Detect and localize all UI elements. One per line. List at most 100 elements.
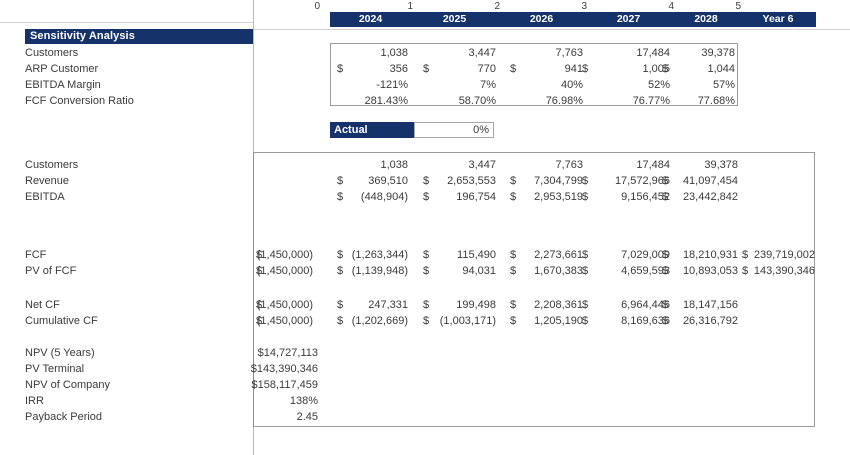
year-header-bar: 2024 2025 2026 2027 2028 Year 6 Onwards [330, 12, 816, 40]
cashflow-currency-symbol-0-3: $ [510, 249, 517, 261]
projection-cell-2-1: (448,904) [360, 191, 408, 203]
model-output-box [253, 152, 815, 427]
sensitivity-cell-2-2: 40% [560, 79, 583, 91]
year-header-2[interactable]: 2025 [442, 13, 467, 25]
netcash-cell-1-3: 1,205,190 [534, 315, 583, 327]
sensitivity-cell-3-0: 281.43% [364, 95, 408, 107]
projection-currency-symbol-2-1: $ [337, 191, 344, 203]
actual-percent-input[interactable]: 0% [414, 122, 494, 138]
projection-cell-0-3: 7,763 [555, 159, 583, 171]
projection-cell-1-5: 41,097,454 [682, 175, 738, 187]
cashflow-currency-symbol-0-1: $ [337, 249, 344, 261]
projection-row-label-2: EBITDA [25, 191, 65, 203]
netcash-currency-symbol-0-0: $ [256, 299, 263, 311]
cashflow-cell-1-6: 143,390,346 [753, 265, 815, 277]
column-index-5: 5 [735, 1, 741, 12]
year-header-6[interactable]: Year 6 Onwards [755, 13, 801, 40]
projection-row-label-0: Customers [25, 159, 79, 171]
sensitivity-cell-0-1: 3,447 [468, 47, 496, 59]
cashflow-currency-symbol-1-4: $ [582, 265, 589, 277]
projection-cell-0-4: 17,484 [636, 159, 670, 171]
netcash-cell-1-4: 8,169,636 [621, 315, 670, 327]
sensitivity-currency-symbol-1-1: $ [423, 63, 430, 75]
actual-label: Actual [330, 122, 414, 138]
year-header-4[interactable]: 2027 [616, 13, 641, 25]
projection-currency-symbol-1-1: $ [337, 175, 344, 187]
cashflow-currency-symbol-1-1: $ [337, 265, 344, 277]
sensitivity-data-box [330, 43, 738, 106]
sensitivity-cell-2-3: 52% [647, 79, 670, 91]
projection-currency-symbol-2-3: $ [510, 191, 517, 203]
sensitivity-analysis-title: Sensitivity Analysis [25, 29, 253, 44]
sensitivity-currency-symbol-1-2: $ [510, 63, 517, 75]
sensitivity-cell-0-0: 1,038 [380, 47, 408, 59]
netcash-currency-symbol-1-1: $ [337, 315, 344, 327]
cashflow-currency-symbol-1-2: $ [423, 265, 430, 277]
summary-row-label-1: PV Terminal [25, 363, 85, 375]
sensitivity-cell-0-4: 39,378 [701, 47, 735, 59]
sensitivity-cell-3-1: 58.70% [458, 95, 496, 107]
sensitivity-cell-1-2: 941 [564, 63, 583, 75]
projection-cell-2-5: 23,442,842 [682, 191, 738, 203]
cashflow-cell-0-2: 115,490 [457, 249, 496, 261]
summary-value-1: $143,390,346 [250, 363, 318, 375]
netcash-cell-0-3: 2,208,361 [534, 299, 583, 311]
top-rule-right [253, 29, 850, 30]
projection-currency-symbol-1-3: $ [510, 175, 517, 187]
cashflow-cell-0-4: 7,029,009 [621, 249, 670, 261]
column-index-2: 2 [494, 1, 500, 12]
cashflow-row-label-0: FCF [25, 249, 47, 261]
projection-row-label-1: Revenue [25, 175, 70, 187]
column-index-0: 0 [314, 1, 320, 12]
projection-cell-2-4: 9,156,452 [621, 191, 670, 203]
netcash-currency-symbol-0-4: $ [582, 299, 589, 311]
summary-value-0: $14,727,113 [257, 347, 318, 359]
projection-currency-symbol-1-2: $ [423, 175, 430, 187]
netcash-cell-0-1: 247,331 [368, 299, 408, 311]
sensitivity-cell-3-3: 76.77% [632, 95, 670, 107]
sensitivity-currency-symbol-1-4: $ [662, 63, 669, 75]
sensitivity-cell-2-0: -121% [376, 79, 408, 91]
projection-cell-1-1: 369,510 [368, 175, 408, 187]
netcash-row-label-0: Net CF [25, 299, 60, 311]
netcash-cell-0-0: (1,450,000) [256, 299, 313, 311]
sensitivity-currency-symbol-1-0: $ [337, 63, 344, 75]
projection-cell-0-5: 39,378 [704, 159, 738, 171]
projection-cell-2-3: 2,953,519 [534, 191, 583, 203]
cashflow-currency-symbol-1-6: $ [742, 265, 749, 277]
summary-row-label-4: Payback Period [25, 411, 103, 423]
cashflow-row-label-1: PV of FCF [25, 265, 77, 277]
projection-currency-symbol-1-4: $ [582, 175, 589, 187]
sensitivity-row-label-3: FCF Conversion Ratio [25, 95, 134, 107]
netcash-cell-1-0: (1,450,000) [256, 315, 313, 327]
projection-currency-symbol-1-5: $ [662, 175, 669, 187]
sensitivity-cell-0-3: 17,484 [636, 47, 670, 59]
summary-value-2: $158,117,459 [251, 379, 318, 391]
netcash-currency-symbol-1-0: $ [256, 315, 263, 327]
cashflow-cell-1-3: 1,670,383 [534, 265, 583, 277]
cashflow-cell-1-2: 94,031 [462, 265, 496, 277]
cashflow-cell-1-1: (1,139,948) [351, 265, 408, 277]
cashflow-currency-symbol-1-0: $ [256, 265, 263, 277]
sensitivity-cell-1-4: 1,044 [707, 63, 735, 75]
year-header-1[interactable]: 2024 [358, 13, 383, 25]
cashflow-currency-symbol-1-5: $ [662, 265, 669, 277]
cashflow-cell-1-0: (1,450,000) [256, 265, 313, 277]
cashflow-cell-0-1: (1,263,344) [351, 249, 408, 261]
year-header-5[interactable]: 2028 [694, 13, 718, 25]
cashflow-currency-symbol-0-4: $ [582, 249, 589, 261]
column-index-4: 4 [668, 1, 674, 12]
projection-currency-symbol-2-5: $ [662, 191, 669, 203]
netcash-cell-0-2: 199,498 [456, 299, 496, 311]
summary-value-4: 2.45 [296, 411, 318, 423]
sensitivity-cell-1-3: 1,005 [642, 63, 670, 75]
year-header-3[interactable]: 2026 [529, 13, 554, 25]
netcash-currency-symbol-1-3: $ [510, 315, 517, 327]
projection-currency-symbol-2-4: $ [582, 191, 589, 203]
netcash-cell-1-1: (1,202,669) [351, 315, 408, 327]
sensitivity-cell-0-2: 7,763 [555, 47, 583, 59]
sensitivity-cell-2-4: 57% [712, 79, 735, 91]
netcash-currency-symbol-0-2: $ [423, 299, 430, 311]
netcash-cell-1-5: 26,316,792 [682, 315, 738, 327]
cashflow-currency-symbol-0-6: $ [742, 249, 749, 261]
